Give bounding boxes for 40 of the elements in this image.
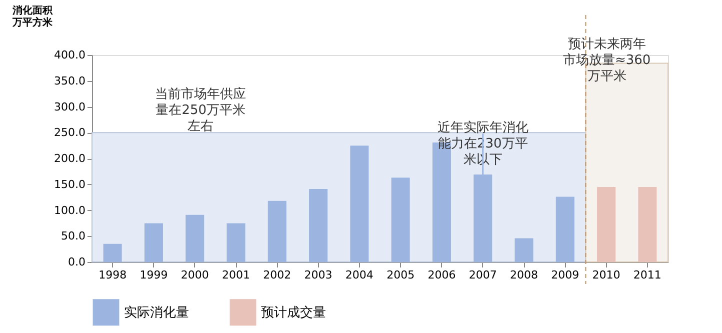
bar	[186, 214, 204, 262]
x-tick-label: 2009	[551, 268, 580, 282]
x-tick-label: 2003	[304, 268, 332, 282]
y-tick-label: 350.0	[54, 74, 86, 88]
x-tick-label: 1999	[140, 268, 168, 282]
bar	[309, 189, 328, 262]
bar	[556, 196, 574, 262]
bar	[226, 223, 246, 262]
x-tick-label: 1998	[98, 268, 127, 282]
legend-label: 实际消化量	[124, 305, 189, 320]
y-tick-label: 200.0	[54, 152, 86, 165]
y-tick-label: 50.0	[61, 230, 86, 243]
x-tick-label: 2010	[592, 268, 620, 282]
x-tick-label: 2005	[386, 268, 415, 282]
bar	[144, 223, 163, 262]
y-tick-label: 100.0	[54, 204, 86, 217]
x-tick-label: 2000	[180, 268, 209, 282]
y-tick-label: 0.0	[68, 256, 86, 268]
legend-label: 预计成交量	[261, 304, 326, 320]
x-tick-label: 2004	[345, 268, 374, 282]
y-axis-title: 消化面积万平方米	[12, 4, 54, 28]
x-tick-label: 2001	[222, 268, 250, 282]
bar	[638, 186, 657, 262]
x-tick-label: 2008	[510, 268, 538, 282]
band-label: 预计未来两年市场放量≈360万平米	[563, 37, 651, 84]
x-tick-label: 2006	[428, 268, 456, 282]
band-label: 当前市场年供应量在250万平米左右	[155, 86, 246, 134]
y-tick-label: 400.0	[54, 48, 86, 62]
x-tick-label: 2007	[468, 268, 497, 282]
x-tick-label: 2002	[263, 268, 292, 282]
y-tick-label: 300.0	[54, 100, 86, 114]
bar	[103, 244, 122, 262]
bar	[268, 200, 286, 262]
y-tick-label: 150.0	[54, 178, 86, 191]
bar	[514, 238, 534, 262]
bar	[391, 178, 410, 262]
bar	[350, 146, 369, 262]
y-tick-label: 250.0	[54, 126, 86, 140]
x-tick-label: 2011	[633, 268, 662, 282]
bar	[597, 186, 616, 262]
